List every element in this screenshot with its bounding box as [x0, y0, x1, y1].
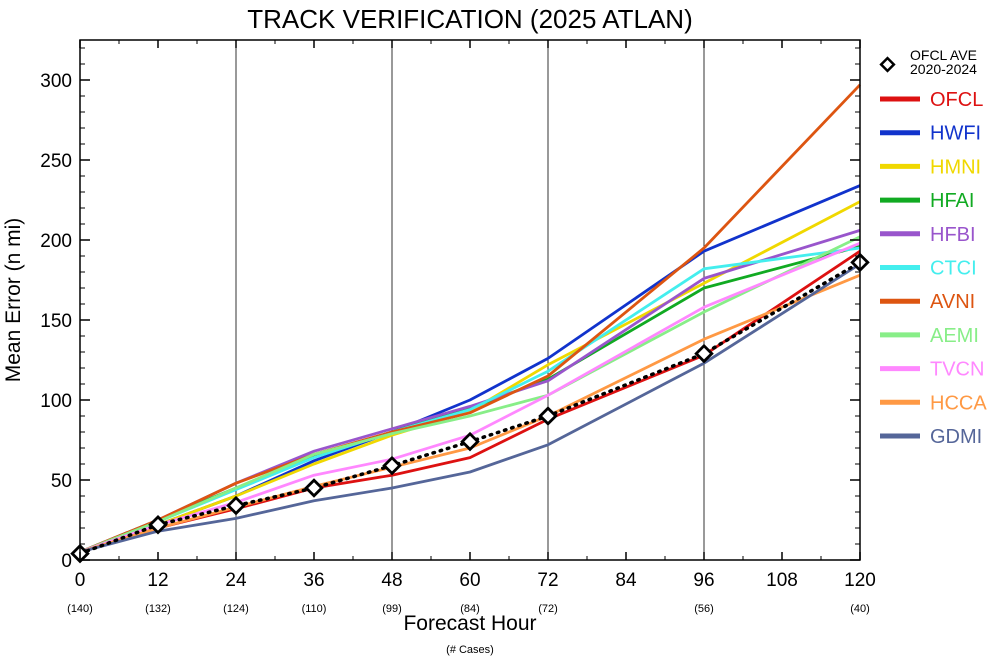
x-tick-label: 60: [459, 570, 480, 591]
plot-frame: [79, 39, 861, 561]
legend-reference-diamond-icon: [879, 56, 896, 73]
reference-diamond-marker: [694, 343, 714, 364]
case-count-label: (56): [694, 603, 714, 615]
reference-layer: [70, 252, 870, 564]
case-count-label: (132): [145, 603, 171, 615]
legend-label-hcca: HCCA: [930, 392, 987, 414]
x-tick-label: 72: [537, 570, 558, 591]
reference-diamond-marker: [538, 406, 558, 426]
reference-diamond-marker: [304, 478, 324, 498]
legend: OFCL AVE 2020-2024 OFCL HWFI HMNI HFAI HFBI C…: [879, 47, 987, 448]
legend-items: OFCL HWFI HMNI HFAI HFBI CTCI AVNI AEMI TVCN HCCA…: [880, 89, 987, 448]
x-tick-label: 0: [75, 570, 86, 591]
legend-label-hfbi: HFBI: [930, 224, 976, 246]
series-line-hmni: [79, 200, 861, 554]
ticks-layer: 0 12 24 36 48 60 72 84 96 108 120 (140) (132) (124) (1…: [40, 40, 876, 615]
reference-diamond-marker: [226, 495, 246, 516]
legend-label-gdmi: GDMI: [930, 426, 982, 448]
chart-title: TRACK VERIFICATION (2025 ATLAN): [247, 4, 692, 34]
legend-label-avni: AVNI: [930, 291, 975, 313]
series-line-hwfi: [79, 184, 861, 554]
case-count-label: (110): [302, 603, 327, 615]
series-line-gdmi: [79, 262, 861, 554]
y-tick-label: 250: [40, 151, 72, 172]
x-axis-label: Forecast Hour: [403, 612, 536, 635]
y-tick-label: 50: [51, 471, 72, 492]
series-line-avni: [79, 83, 862, 554]
x-tick-label: 108: [766, 570, 798, 591]
reference-diamond-marker: [382, 455, 402, 476]
x-tick-label: 96: [693, 570, 714, 591]
y-tick-label: 150: [40, 311, 72, 332]
series-line-aemi: [79, 235, 861, 554]
case-count-label: (124): [223, 603, 249, 615]
case-count-label: (99): [382, 603, 402, 615]
y-tick-label: 200: [40, 231, 72, 252]
legend-label-ofcl: OFCL: [930, 89, 983, 111]
y-axis-label: Mean Error (n mi): [2, 218, 25, 383]
legend-reference-entry: OFCL AVE 2020-2024: [879, 47, 977, 77]
case-count-label: (40): [850, 603, 870, 615]
x-tick-label: 24: [225, 570, 247, 591]
reference-diamond-marker: [148, 515, 168, 535]
y-tick-label: 100: [40, 391, 72, 412]
series-layer: [79, 83, 862, 554]
legend-label-hmni: HMNI: [930, 156, 981, 178]
reference-diamond-marker: [460, 431, 480, 452]
case-count-label: (84): [460, 603, 480, 615]
legend-reference-label-line1: OFCL AVE: [910, 47, 977, 63]
legend-reference-label-line2: 2020-2024: [910, 61, 977, 77]
x-tick-label: 48: [381, 570, 402, 591]
x-tick-label: 84: [615, 570, 637, 591]
y-tick-label: 300: [40, 71, 72, 92]
legend-label-tvcn: TVCN: [930, 359, 984, 381]
x-tick-label: 120: [844, 570, 876, 591]
legend-label-aemi: AEMI: [930, 325, 979, 347]
x-tick-label: 36: [303, 570, 324, 591]
y-tick-label: 0: [61, 551, 72, 572]
legend-label-hwfi: HWFI: [930, 123, 981, 145]
legend-label-hfai: HFAI: [930, 190, 974, 212]
case-count-label: (72): [538, 603, 558, 615]
x-tick-label: 12: [147, 570, 168, 591]
legend-label-ctci: CTCI: [930, 258, 977, 280]
case-count-label: (140): [67, 603, 93, 615]
x-axis-sublabel: (# Cases): [446, 644, 494, 656]
